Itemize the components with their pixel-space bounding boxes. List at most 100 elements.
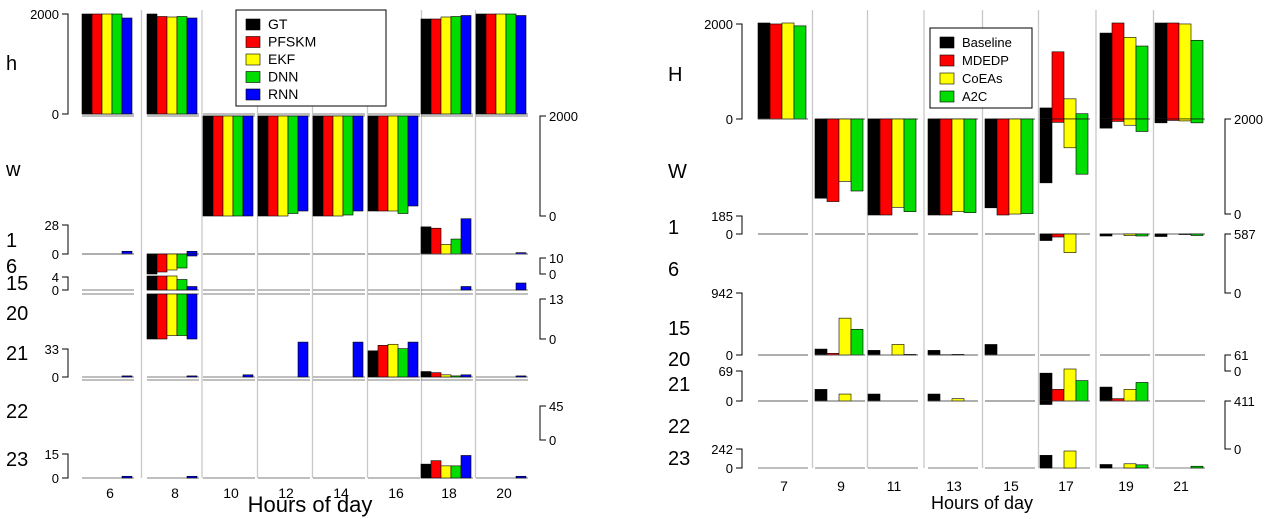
tick-label: 0 <box>52 247 59 262</box>
bar-21-12-s3 <box>450 375 462 378</box>
tick-label: 411 <box>1234 394 1255 409</box>
bar-H-17-s3 <box>1075 113 1089 120</box>
legend-swatch <box>245 71 261 83</box>
bar-h-7-s3 <box>176 16 188 115</box>
tick-label: 0 <box>52 471 59 486</box>
bar-H-7-s2 <box>781 22 795 120</box>
bar-21-12-s2 <box>440 374 452 378</box>
bar-21-12-s4 <box>460 374 472 378</box>
bar-w-8-s3 <box>232 115 244 217</box>
legend-swatch <box>245 53 261 66</box>
x-tick-label: 9 <box>837 478 845 494</box>
tick-label: 4 <box>52 270 59 285</box>
tick-label: 242 <box>711 442 733 457</box>
tick-label: 33 <box>45 342 59 357</box>
bar-H-21-s1 <box>1166 22 1180 120</box>
bar-20-7-s2 <box>166 293 178 336</box>
bar-w-9-s2 <box>277 115 289 217</box>
x-tick-label: 15 <box>1003 478 1019 494</box>
axis-bracket <box>736 23 743 120</box>
bar-h-7-s2 <box>166 16 178 115</box>
tick-label: 13 <box>549 292 563 307</box>
bar-21-11-s0 <box>867 393 881 402</box>
bar-w-8-s4 <box>242 115 254 217</box>
panel-label: H <box>668 64 682 86</box>
bar-1-12-s1 <box>430 227 442 255</box>
bar-H-19-s0 <box>1099 32 1113 120</box>
tick-label: 0 <box>726 348 733 363</box>
tick-label: 2000 <box>704 17 733 32</box>
panel-label: 21 <box>668 374 690 396</box>
panel-label: 22 <box>6 401 28 423</box>
bar-W-15-s3 <box>1020 118 1034 214</box>
bar-W-13-s2 <box>951 118 965 212</box>
axis-bracket <box>1224 354 1231 372</box>
legend-label: MDEDP <box>962 53 1009 68</box>
legend-swatch <box>939 36 955 49</box>
axis-bracket <box>62 13 69 115</box>
axis-bracket <box>62 224 69 255</box>
bar-H-21-s0 <box>1154 22 1168 120</box>
bar-6-7-s4 <box>186 253 198 257</box>
bar-21-19-s2 <box>1123 389 1137 402</box>
bar-15-7-s2 <box>166 275 178 291</box>
bar-H-7-s3 <box>793 25 807 120</box>
x-tick-label: 16 <box>388 485 404 501</box>
tick-label: 0 <box>726 461 733 476</box>
tick-label: 0 <box>52 370 59 385</box>
bar-H-17-s1 <box>1051 51 1065 120</box>
bar-20-7-s3 <box>176 293 188 336</box>
bar-h-12-s3 <box>450 16 462 115</box>
bar-21-13-s4 <box>515 375 527 378</box>
tick-label: 2000 <box>1234 112 1263 127</box>
legend-label: CoEAs <box>962 71 1003 86</box>
legend-label: DNN <box>268 69 298 85</box>
bar-23-19-s0 <box>1099 464 1113 469</box>
bar-6-17-s2 <box>1063 233 1077 253</box>
tick-label: 10 <box>549 251 563 266</box>
legend-label: RNN <box>268 86 298 102</box>
legend-swatch <box>245 18 261 31</box>
x-axis-label: Hours of day <box>248 492 373 517</box>
bar-h-6-s4 <box>121 17 133 115</box>
axis-bracket <box>1224 233 1231 294</box>
bar-6-19-s0 <box>1099 233 1113 237</box>
bar-1-12-s4 <box>460 218 472 255</box>
bar-W-9-s3 <box>850 118 864 192</box>
panel-label: 6 <box>668 259 679 281</box>
axis-bracket <box>736 370 743 402</box>
tick-label: 0 <box>52 107 59 122</box>
bar-W-21-s3 <box>1190 118 1204 124</box>
legend-label: Baseline <box>962 35 1012 50</box>
panel-label: 23 <box>668 448 690 470</box>
bar-15-13-s4 <box>515 282 527 291</box>
bar-21-19-s0 <box>1099 386 1113 402</box>
bar-21-11-s3 <box>397 348 409 378</box>
bar-H-21-s3 <box>1190 39 1204 120</box>
bar-W-15-s0 <box>984 118 998 209</box>
bar-23-12-s4 <box>460 455 472 479</box>
tick-label: 0 <box>549 209 556 224</box>
bar-w-10-s3 <box>342 115 354 216</box>
tick-label: 2000 <box>549 109 578 124</box>
bar-21-13-s0 <box>927 393 941 402</box>
tick-label: 0 <box>549 433 556 448</box>
bar-W-13-s1 <box>939 118 953 216</box>
tick-label: 587 <box>1234 227 1256 242</box>
tick-label: 0 <box>726 394 733 409</box>
panel-label: 20 <box>6 303 28 325</box>
bar-15-9-s0 <box>814 348 828 356</box>
bar-21-7-s4 <box>186 375 198 378</box>
bar-h-7-s1 <box>156 16 168 115</box>
tick-label: 0 <box>549 332 556 347</box>
bar-20-7-s1 <box>156 293 168 340</box>
bar-23-21-s3 <box>1190 465 1204 469</box>
bar-H-17-s0 <box>1039 107 1053 120</box>
bar-21-6-s4 <box>121 375 133 378</box>
panel-label: 1 <box>6 230 17 252</box>
bar-h-12-s0 <box>420 18 432 115</box>
bar-21-9-s2 <box>838 393 852 402</box>
bar-1-12-s0 <box>420 226 432 255</box>
tick-label: 0 <box>1234 364 1241 379</box>
